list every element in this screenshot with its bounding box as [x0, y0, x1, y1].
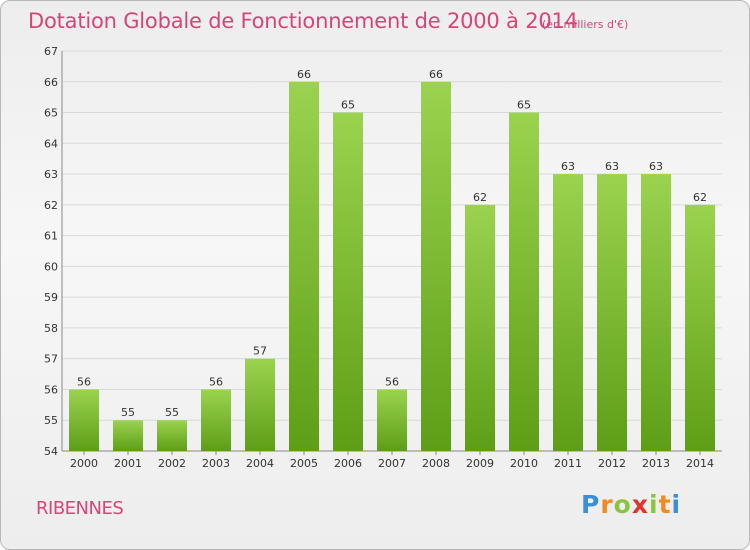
y-tick-label: 56 — [44, 383, 58, 396]
data-label-2005: 66 — [297, 68, 311, 81]
x-tick-label: 2008 — [422, 457, 450, 470]
data-label-2009: 62 — [473, 191, 487, 204]
bar-2000 — [69, 389, 99, 451]
bar-2002 — [157, 420, 187, 451]
data-label-2007: 56 — [385, 375, 399, 388]
axes: 54 55 56 57 58 59 60 61 62 63 64 65 66 67 2000 2001 2002… — [44, 45, 722, 470]
bar-2001 — [113, 420, 143, 451]
bar-2006 — [333, 112, 363, 452]
x-tick-label: 2001 — [114, 457, 142, 470]
x-tick-label: 2002 — [158, 457, 186, 470]
data-label-2008: 66 — [429, 68, 443, 81]
y-tick-label: 55 — [44, 414, 58, 427]
bar-2009 — [465, 204, 495, 451]
data-label-2014: 62 — [693, 191, 707, 204]
bar-2011 — [553, 174, 583, 452]
proxiti-logo: Proxiti — [581, 490, 682, 519]
y-tick-label: 66 — [44, 76, 58, 89]
data-label-2004: 57 — [253, 345, 267, 358]
x-tick-label: 2011 — [554, 457, 582, 470]
chart-title: Dotation Globale de Fonctionnement de 20… — [28, 9, 578, 33]
data-label-2000: 56 — [77, 375, 91, 388]
y-tick-label: 65 — [44, 107, 58, 120]
bar-2003 — [201, 389, 231, 451]
y-tick-label: 60 — [44, 260, 58, 273]
x-tick-label: 2013 — [642, 457, 670, 470]
data-label-2003: 56 — [209, 375, 223, 388]
y-tick-label: 64 — [44, 137, 58, 150]
bar-2013 — [641, 174, 671, 452]
x-tick-label: 2007 — [378, 457, 406, 470]
chart-subtitle: (en milliers d'€) — [542, 18, 629, 31]
y-tick-label: 67 — [44, 45, 58, 58]
x-tick-label: 2003 — [202, 457, 230, 470]
x-tick-label: 2010 — [510, 457, 538, 470]
bar-2008 — [421, 81, 451, 452]
x-tick-label: 2004 — [246, 457, 274, 470]
data-label-2001: 55 — [121, 406, 135, 419]
y-tick-label: 57 — [44, 353, 58, 366]
bar-2010 — [509, 112, 539, 452]
data-labels: 56 55 55 56 57 66 65 56 66 62 65 63 63 63 62 — [77, 68, 707, 419]
bar-2014 — [685, 204, 715, 451]
y-tick-label: 59 — [44, 291, 58, 304]
x-tick-label: 2012 — [598, 457, 626, 470]
data-label-2006: 65 — [341, 99, 355, 112]
y-tick-label: 63 — [44, 168, 58, 181]
data-label-2011: 63 — [561, 160, 575, 173]
bar-2007 — [377, 389, 407, 451]
data-label-2012: 63 — [605, 160, 619, 173]
data-label-2013: 63 — [649, 160, 663, 173]
x-tick-label: 2014 — [686, 457, 714, 470]
x-tick-label: 2009 — [466, 457, 494, 470]
bar-2012 — [597, 174, 627, 452]
bar-2005 — [289, 81, 319, 452]
x-tick-label: 2005 — [290, 457, 318, 470]
bar-2004 — [245, 358, 275, 451]
y-tick-label: 58 — [44, 322, 58, 335]
commune-name: RIBENNES — [36, 498, 124, 519]
data-label-2010: 65 — [517, 99, 531, 112]
data-label-2002: 55 — [165, 406, 179, 419]
y-tick-label: 62 — [44, 199, 58, 212]
y-tick-label: 54 — [44, 445, 58, 458]
x-tick-label: 2006 — [334, 457, 362, 470]
bars — [69, 81, 715, 452]
y-tick-label: 61 — [44, 230, 58, 243]
x-tick-label: 2000 — [70, 457, 98, 470]
